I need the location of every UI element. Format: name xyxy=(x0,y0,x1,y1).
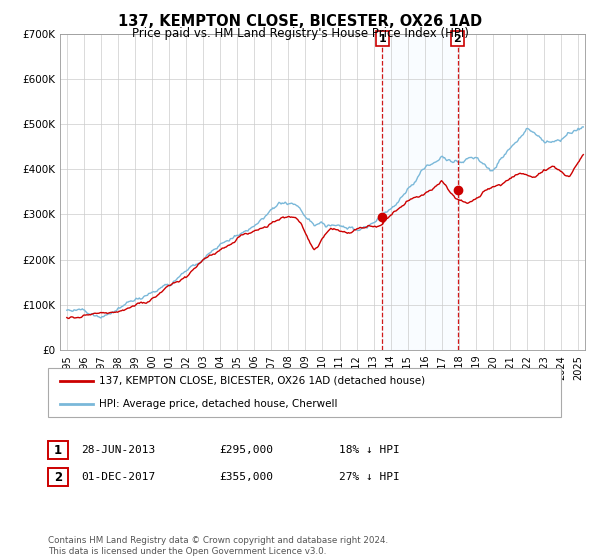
Text: Contains HM Land Registry data © Crown copyright and database right 2024.
This d: Contains HM Land Registry data © Crown c… xyxy=(48,536,388,556)
Text: 18% ↓ HPI: 18% ↓ HPI xyxy=(339,445,400,455)
Text: HPI: Average price, detached house, Cherwell: HPI: Average price, detached house, Cher… xyxy=(99,399,337,409)
Text: £355,000: £355,000 xyxy=(219,472,273,482)
Text: 2: 2 xyxy=(54,470,62,484)
Text: 137, KEMPTON CLOSE, BICESTER, OX26 1AD: 137, KEMPTON CLOSE, BICESTER, OX26 1AD xyxy=(118,14,482,29)
Text: 1: 1 xyxy=(54,444,62,457)
Text: 28-JUN-2013: 28-JUN-2013 xyxy=(81,445,155,455)
Text: 27% ↓ HPI: 27% ↓ HPI xyxy=(339,472,400,482)
Bar xyxy=(382,34,457,350)
Text: 2: 2 xyxy=(454,34,461,44)
Text: £295,000: £295,000 xyxy=(219,445,273,455)
Text: 1: 1 xyxy=(378,34,386,44)
Text: 01-DEC-2017: 01-DEC-2017 xyxy=(81,472,155,482)
Text: Price paid vs. HM Land Registry's House Price Index (HPI): Price paid vs. HM Land Registry's House … xyxy=(131,27,469,40)
Text: 137, KEMPTON CLOSE, BICESTER, OX26 1AD (detached house): 137, KEMPTON CLOSE, BICESTER, OX26 1AD (… xyxy=(99,376,425,386)
